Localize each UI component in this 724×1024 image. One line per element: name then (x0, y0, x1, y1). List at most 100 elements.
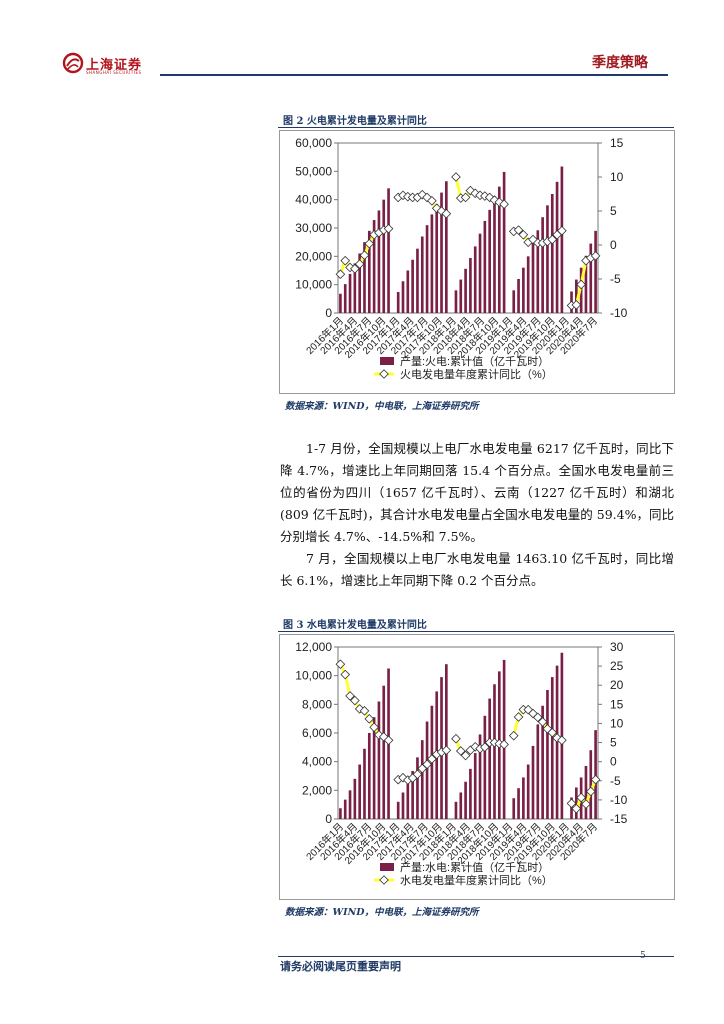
figure-3-chart-frame: 0 2,000 4,000 6,000 8,000 10,000 12,000 -15 -10 -… (279, 634, 675, 900)
bar (454, 290, 458, 313)
bar (589, 750, 593, 819)
bar (541, 217, 544, 313)
line-marker (359, 250, 370, 261)
line-marker (484, 737, 495, 748)
bar (401, 281, 405, 313)
bar (512, 290, 516, 313)
bar (517, 279, 520, 313)
legend-swatch-bar (380, 357, 394, 365)
bar (584, 765, 588, 819)
line-marker (441, 745, 452, 756)
figure-3-rule (278, 631, 674, 632)
line-marker (499, 199, 509, 210)
figure-2-title: 图 2 火电累计发电量及累计同比 (283, 116, 427, 127)
line-marker (427, 754, 437, 764)
y-tick-label: 40,000 (295, 193, 332, 207)
bar (478, 233, 482, 313)
bar (459, 792, 463, 819)
bar (454, 801, 458, 819)
bar (526, 764, 530, 819)
bar (445, 664, 448, 819)
line-marker (345, 691, 355, 701)
y2-tick-label: -15 (610, 812, 628, 826)
bar (517, 788, 520, 819)
line-marker (576, 792, 586, 803)
y-tick-label: 30,000 (295, 221, 332, 235)
line-marker (340, 255, 351, 266)
bar (483, 220, 487, 313)
line-marker (590, 251, 601, 261)
body-paragraph-2: 7 月，全国规模以上电厂水电发电量 1463.10 亿千瓦时，同比增长 6.1%… (280, 551, 674, 588)
line-marker (547, 234, 558, 245)
line-marker (359, 706, 370, 716)
bar (377, 701, 381, 819)
line-marker (537, 717, 548, 727)
footer-disclaimer: 请务必阅读尾页重要声明 (280, 960, 401, 973)
y2-tick-label: 30 (610, 640, 624, 654)
bar (377, 210, 381, 313)
legend-marker (379, 369, 389, 379)
y2-tick-label: -5 (610, 774, 621, 788)
y2-tick-label: 20 (610, 678, 624, 692)
bar (435, 203, 439, 313)
line-marker (354, 259, 365, 269)
bar (555, 181, 559, 313)
bar (425, 721, 429, 819)
bar (522, 267, 525, 313)
y-tick-label: 20,000 (295, 249, 332, 263)
y2-tick-label: 15 (610, 697, 624, 711)
line-marker (576, 279, 586, 290)
bar (575, 279, 578, 313)
y-tick-label: 2,000 (302, 783, 332, 797)
line-marker (427, 195, 437, 206)
bar (522, 777, 525, 819)
line-marker (513, 712, 524, 722)
bar (541, 705, 544, 819)
bar (473, 753, 477, 819)
logo-subtext: SHANGHAI SECURITIES (86, 70, 142, 75)
y2-tick-label: 0 (610, 238, 617, 252)
bar (493, 684, 496, 819)
bar (502, 171, 506, 313)
bar (406, 270, 410, 313)
y2-tick-label: -10 (610, 306, 628, 320)
body-paragraph-1: 1-7 月份，全国规模以上电厂水电发电量 6217 亿千瓦时，同比下降 4.7%… (280, 441, 674, 544)
line-marker (566, 798, 577, 809)
line-marker (557, 735, 567, 746)
bar (469, 768, 472, 819)
bar (406, 782, 410, 819)
logo-text: 上海证券 (86, 58, 143, 73)
bar (493, 198, 496, 313)
bar (531, 243, 535, 313)
y-tick-label: 0 (325, 306, 332, 320)
line-marker (557, 225, 567, 236)
y-tick-label: 50,000 (295, 164, 332, 178)
legend-marker (379, 875, 389, 885)
bar (464, 781, 467, 819)
figure-2-chart-frame: 0 10,000 20,000 30,000 40,000 50,000 60,000 -10… (279, 130, 675, 394)
line-marker (350, 263, 360, 274)
line-marker (508, 730, 519, 741)
bar (372, 220, 376, 313)
bar (546, 690, 549, 819)
page-number: 5 (640, 951, 646, 961)
hydro-power-chart: 0 2,000 4,000 6,000 8,000 10,000 12,000 -15 -10 -… (295, 640, 628, 887)
line-marker (412, 769, 423, 780)
bar (570, 797, 573, 819)
line-marker (590, 774, 601, 785)
bar (483, 715, 487, 819)
line-marker (407, 192, 418, 203)
bar (502, 659, 506, 819)
bar (343, 799, 347, 819)
bar (367, 230, 371, 313)
bar (594, 230, 597, 313)
line-marker (499, 739, 509, 750)
figure-2-source: 数据来源：WIND，中电联，上海证券研究所 (285, 401, 479, 412)
bar (382, 685, 386, 819)
line-marker (547, 727, 558, 738)
line-marker (340, 669, 351, 680)
y-tick-label: 6,000 (302, 726, 332, 740)
bar (348, 273, 352, 313)
bar (531, 745, 535, 819)
y2-tick-label: 15 (610, 136, 624, 150)
